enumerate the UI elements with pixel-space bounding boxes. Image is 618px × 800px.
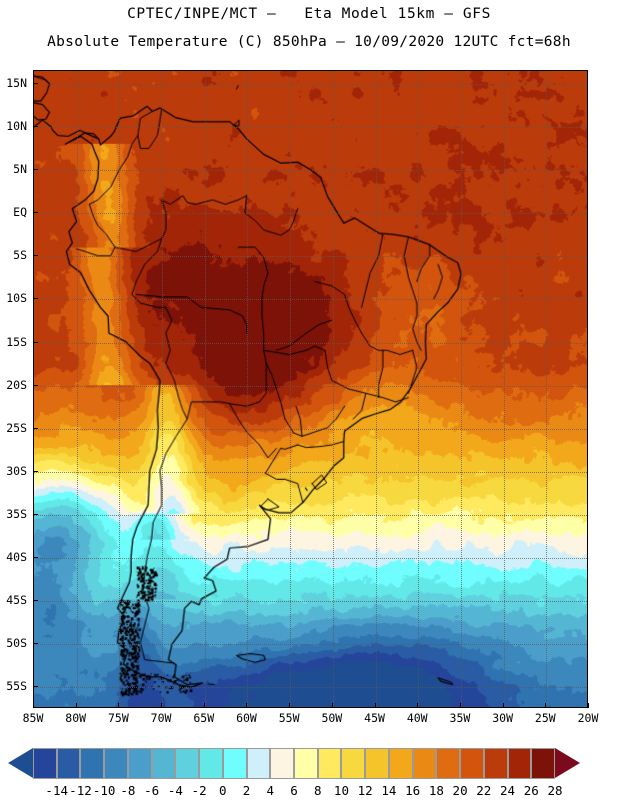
colorbar-tick-label: -6 (144, 783, 159, 798)
colorbar-tick-label: 4 (267, 783, 275, 798)
lat-tick-mark (33, 126, 38, 127)
colorbar-swatch (247, 748, 271, 779)
colorbar-tick-label: -12 (69, 783, 92, 798)
colorbar-swatch (223, 748, 247, 779)
lon-tick-label: 35W (450, 711, 471, 725)
lon-tick-label: 60W (236, 711, 257, 725)
lon-tick-label: 20W (578, 711, 599, 725)
colorbar-swatch (484, 748, 508, 779)
colorbar-tick-label: 22 (476, 783, 491, 798)
colorbar-swatch (389, 748, 413, 779)
colorbar-swatch (152, 748, 176, 779)
colorbar-swatch (508, 748, 532, 779)
lon-tick-mark (417, 703, 418, 708)
colorbar-tick-label: 2 (243, 783, 251, 798)
lat-tick-mark (33, 342, 38, 343)
colorbar-tick-label: 24 (500, 783, 515, 798)
lon-tick-mark (460, 703, 461, 708)
lon-tick-label: 30W (492, 711, 513, 725)
lon-tick-mark (76, 703, 77, 708)
colorbar-tick-label: -10 (93, 783, 116, 798)
colorbar-swatch (436, 748, 460, 779)
lon-tick-mark (588, 703, 589, 708)
colorbar-swatch (199, 748, 223, 779)
lat-tick-mark (33, 686, 38, 687)
colorbar-tick-label: -4 (168, 783, 183, 798)
lat-tick-mark (33, 212, 38, 213)
lon-tick-label: 40W (407, 711, 428, 725)
colorbar (0, 748, 618, 782)
colorbar-swatch (104, 748, 128, 779)
longitude-axis: 85W 80W 75W 70W 65W 60W 55W 50W 45W 40W 35W 30W 25W 2… (0, 0, 618, 800)
colorbar-swatch (33, 748, 57, 779)
lon-tick-mark (204, 703, 205, 708)
lon-tick-label: 75W (108, 711, 129, 725)
lon-tick-mark (503, 703, 504, 708)
colorbar-swatch (341, 748, 365, 779)
lon-tick-label: 45W (364, 711, 385, 725)
lon-tick-label: 55W (279, 711, 300, 725)
colorbar-tick-label: -14 (45, 783, 68, 798)
colorbar-swatch (413, 748, 437, 779)
lat-tick-mark (33, 169, 38, 170)
colorbar-swatch (365, 748, 389, 779)
lon-tick-mark (289, 703, 290, 708)
lon-tick-mark (161, 703, 162, 708)
colorbar-swatch (460, 748, 484, 779)
weather-map-page: CPTEC/INPE/MCT — Eta Model 15km — GFS Ab… (0, 0, 618, 800)
colorbar-swatch (318, 748, 342, 779)
lat-tick-mark (33, 471, 38, 472)
colorbar-swatch (128, 748, 152, 779)
colorbar-tick-label: 10 (334, 783, 349, 798)
colorbar-tick-label: -2 (192, 783, 207, 798)
lon-tick-label: 50W (321, 711, 342, 725)
colorbar-tick-label: -8 (120, 783, 135, 798)
lon-tick-mark (118, 703, 119, 708)
colorbar-tick-label: 18 (429, 783, 444, 798)
colorbar-tick-label: 28 (547, 783, 562, 798)
colorbar-tick-label: 12 (358, 783, 373, 798)
lon-tick-label: 25W (535, 711, 556, 725)
lon-tick-label: 70W (151, 711, 172, 725)
lon-tick-label: 85W (23, 711, 44, 725)
lat-tick-mark (33, 385, 38, 386)
lat-tick-mark (33, 83, 38, 84)
colorbar-tick-label: 8 (314, 783, 322, 798)
lat-tick-mark (33, 255, 38, 256)
lat-tick-mark (33, 298, 38, 299)
lat-tick-mark (33, 514, 38, 515)
lon-tick-label: 80W (65, 711, 86, 725)
lon-tick-mark (332, 703, 333, 708)
lat-tick-mark (33, 557, 38, 558)
lon-tick-mark (545, 703, 546, 708)
colorbar-tick-label: 0 (219, 783, 227, 798)
colorbar-under-arrow (8, 748, 33, 778)
colorbar-tick-label: 16 (405, 783, 420, 798)
colorbar-swatch (270, 748, 294, 779)
lon-tick-mark (375, 703, 376, 708)
colorbar-tick-label: 20 (453, 783, 468, 798)
lat-tick-mark (33, 600, 38, 601)
colorbar-swatch (294, 748, 318, 779)
colorbar-tick-label: 6 (290, 783, 298, 798)
colorbar-swatch (531, 748, 555, 779)
lat-tick-mark (33, 643, 38, 644)
lon-tick-label: 65W (193, 711, 214, 725)
colorbar-swatch (175, 748, 199, 779)
colorbar-over-arrow (555, 748, 580, 778)
colorbar-swatch (57, 748, 81, 779)
colorbar-tick-label: 26 (524, 783, 539, 798)
lon-tick-mark (246, 703, 247, 708)
colorbar-swatch (80, 748, 104, 779)
lon-tick-mark (33, 703, 34, 708)
lat-tick-mark (33, 428, 38, 429)
colorbar-tick-label: 14 (381, 783, 396, 798)
